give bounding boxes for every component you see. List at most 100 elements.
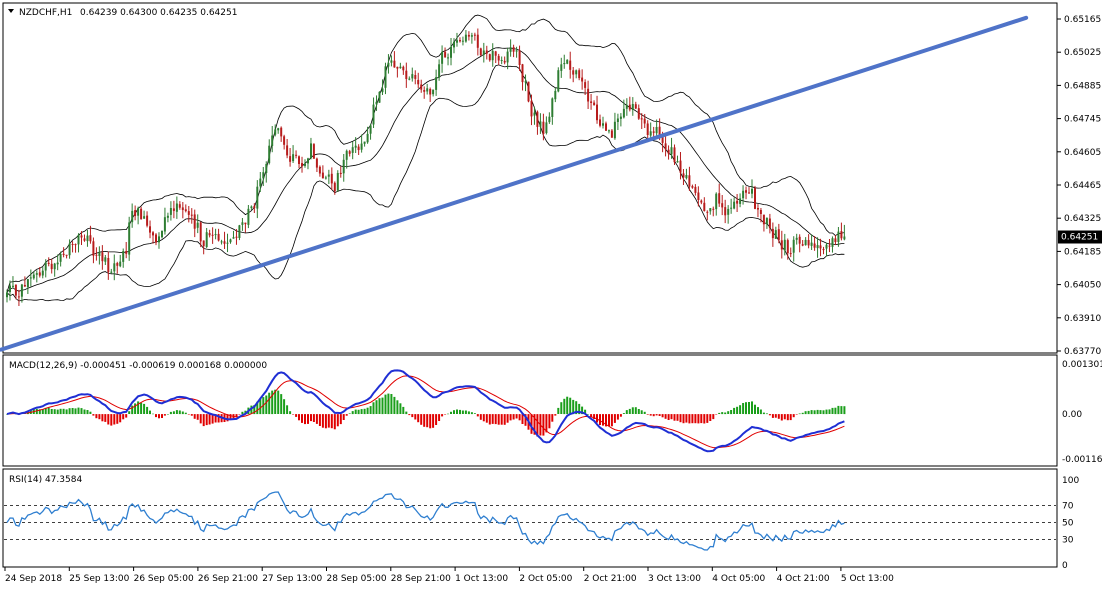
macd-hist-bar — [545, 414, 548, 433]
macd-hist-bar — [798, 413, 801, 415]
candle-body — [235, 236, 238, 238]
candle-body — [453, 41, 455, 48]
macd-hist-bar — [310, 414, 312, 422]
candle-body — [631, 104, 634, 110]
macd-hist-bar — [149, 410, 151, 415]
macd-hist-bar — [792, 414, 795, 418]
candle — [155, 233, 157, 246]
macd-hist-bar — [664, 414, 667, 419]
candle-body — [819, 245, 822, 249]
candle-body — [92, 241, 95, 256]
candle-body — [17, 296, 20, 298]
candle-body — [62, 253, 65, 255]
candle — [396, 66, 399, 78]
candle-body — [843, 236, 846, 240]
macd-hist-bar — [667, 414, 670, 420]
macd-hist-bar — [727, 411, 730, 414]
candle-body — [333, 182, 336, 192]
candle — [307, 157, 309, 170]
macd-hist-bar — [390, 394, 393, 414]
candle — [438, 59, 441, 81]
candle — [128, 216, 131, 261]
candle — [107, 251, 110, 280]
macd-hist-bar — [140, 402, 143, 414]
candle — [375, 95, 378, 111]
candle — [369, 123, 372, 140]
candle — [199, 221, 202, 248]
candle-body — [423, 90, 426, 92]
candle-body — [685, 175, 688, 179]
macd-hist-bar — [754, 404, 756, 414]
macd-hist-bar — [801, 412, 804, 415]
macd-hist-bar — [432, 414, 435, 428]
macd-hist-bar — [202, 414, 205, 427]
macd-hist-bar — [715, 414, 718, 415]
candle — [38, 267, 41, 278]
trendline-layer[interactable] — [0, 15, 1029, 352]
candle-body — [581, 77, 584, 82]
candle — [578, 68, 581, 81]
price-tick-label: 0.63910 — [1064, 314, 1101, 324]
macd-hist-bar — [810, 410, 813, 415]
candle-body — [286, 145, 289, 156]
candle-body — [837, 231, 840, 242]
candle — [423, 86, 426, 99]
macd-hist-bar — [572, 399, 575, 415]
candle — [26, 278, 29, 294]
candle — [143, 210, 146, 219]
macd-hist-bar — [387, 393, 390, 415]
macd-hist-bar — [807, 410, 810, 415]
macd-hist-bar — [333, 414, 336, 430]
candle-body — [169, 208, 172, 215]
candle — [548, 112, 551, 124]
candle-body — [205, 232, 208, 247]
candle-body — [372, 104, 375, 125]
macd-hist-bar — [253, 405, 256, 415]
candle-body — [268, 145, 271, 164]
macd-hist-bar — [330, 414, 333, 429]
triangle-down-icon[interactable] — [8, 9, 14, 13]
macd-hist-bar — [634, 407, 637, 414]
macd-hist-bar — [703, 414, 706, 424]
macd-hist-bar — [575, 401, 578, 415]
macd-hist-bar — [53, 409, 56, 414]
candle — [86, 230, 89, 247]
candle — [676, 155, 679, 163]
candle — [497, 53, 500, 66]
candle — [202, 240, 205, 255]
candle-body — [35, 273, 38, 275]
candle — [265, 161, 268, 183]
macd-hist-bar — [557, 407, 560, 414]
candle-body — [476, 34, 479, 48]
candle — [217, 228, 220, 242]
candle-body — [32, 274, 35, 279]
candle — [119, 254, 122, 268]
candle — [837, 227, 840, 247]
macd-hist-bar — [158, 414, 160, 419]
macd-hist-bar — [351, 411, 354, 415]
macd-hist-bar — [292, 414, 295, 415]
candle — [110, 268, 113, 274]
macd-hist-bar — [706, 414, 709, 423]
trendline[interactable] — [0, 15, 1029, 352]
candle-body — [745, 190, 747, 193]
candle — [178, 201, 181, 210]
candle — [321, 165, 324, 179]
price-tick-label: 0.65025 — [1064, 48, 1101, 58]
candle-body — [9, 285, 11, 293]
candle-body — [536, 111, 539, 127]
candle-body — [247, 208, 250, 225]
macd-hist-bar — [235, 414, 238, 418]
candle-body — [545, 122, 548, 134]
macd-hist-bar — [584, 409, 587, 415]
candle-body — [718, 193, 721, 204]
macd-hist-bar — [357, 409, 360, 415]
macd-hist-bar — [250, 405, 253, 414]
macd-hist-bar — [104, 414, 107, 422]
macd-title: MACD(12,26,9) -0.000451 -0.000619 0.0001… — [9, 361, 267, 371]
macd-hist-bar — [488, 414, 491, 425]
candle-body — [113, 263, 116, 272]
candle — [390, 55, 393, 67]
